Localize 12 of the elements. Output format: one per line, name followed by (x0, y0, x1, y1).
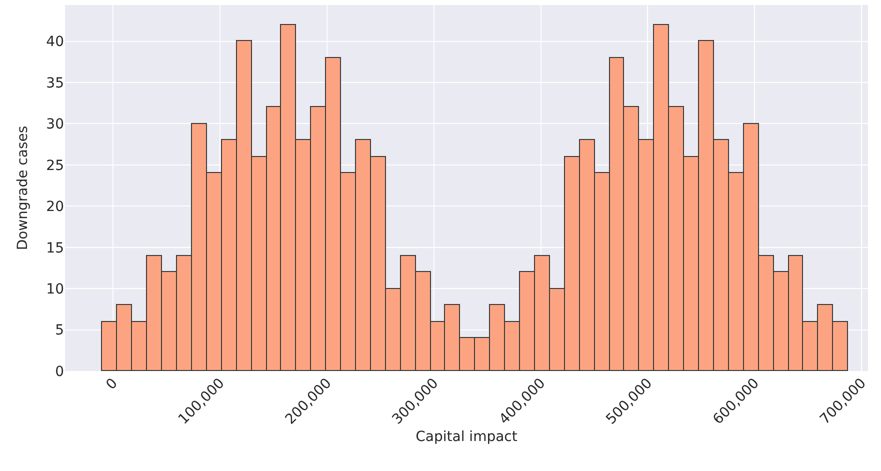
y-tick-label: 25 (46, 158, 64, 174)
y-tick-label: 10 (46, 281, 64, 298)
y-tick-label: 35 (46, 75, 64, 92)
y-tick-label: 0 (55, 364, 64, 380)
y-tick-label: 20 (46, 199, 64, 216)
y-tick-label: 30 (46, 116, 64, 133)
y-tick-label: 15 (46, 240, 64, 256)
y-axis-title: Downgrade cases (14, 126, 31, 250)
x-tick-label: 0 (103, 375, 121, 394)
y-tick-label: 40 (46, 34, 64, 50)
y-tick-label: 5 (55, 322, 64, 339)
x-axis-title: Capital impact (416, 429, 518, 446)
